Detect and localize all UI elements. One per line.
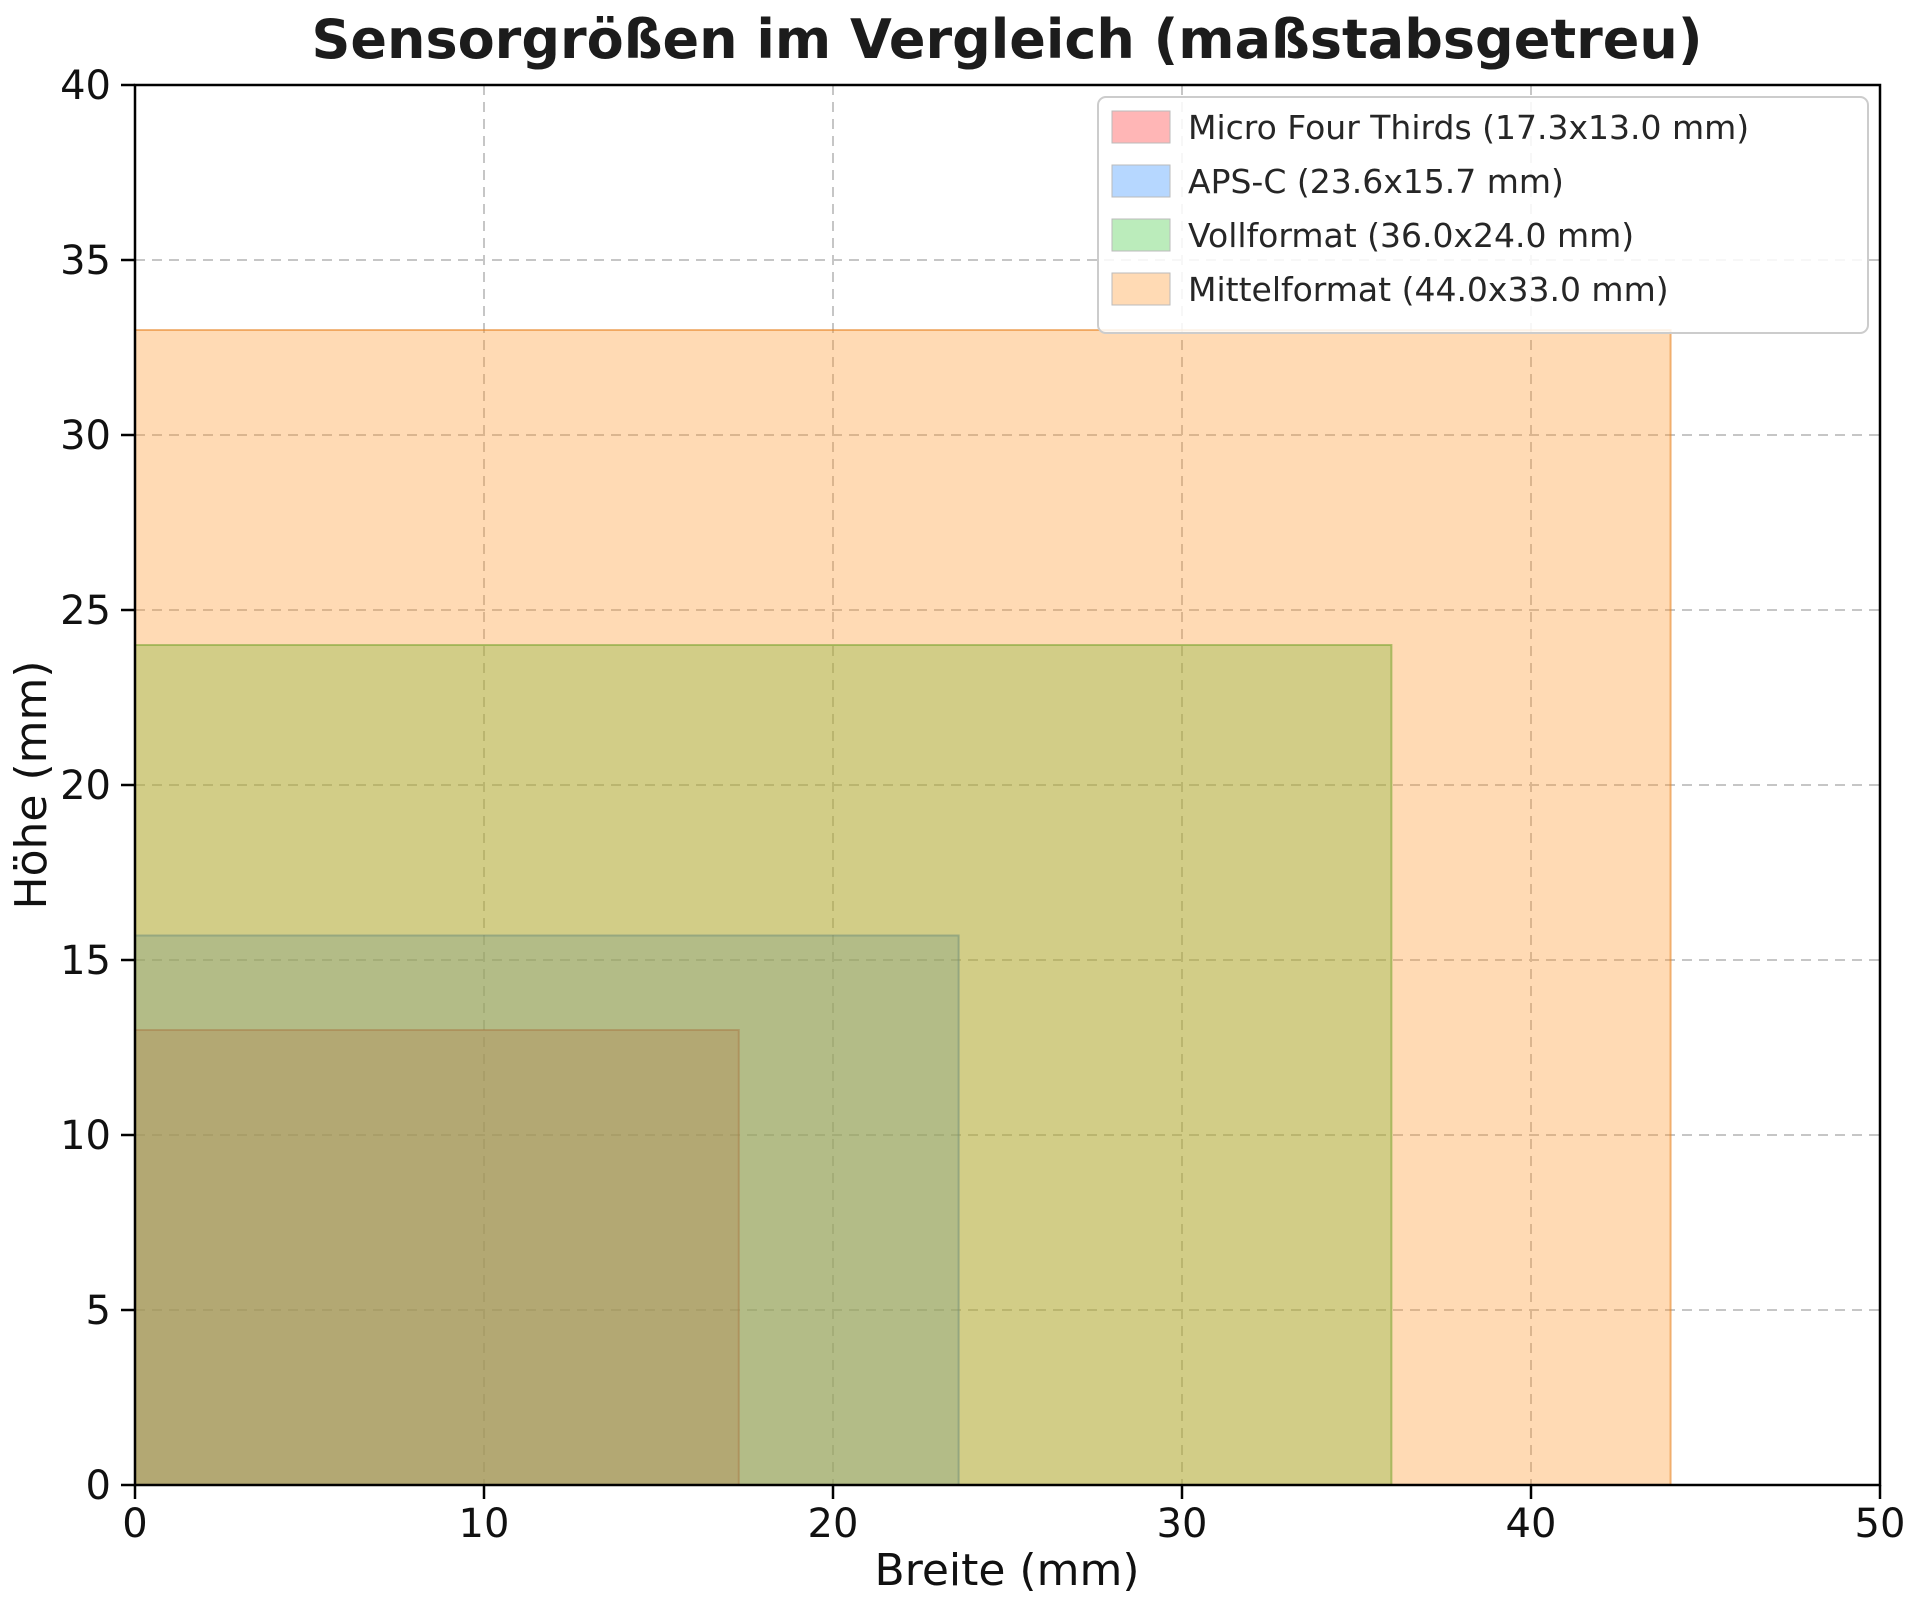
y-tick-label: 5 — [86, 1288, 111, 1334]
y-tick-label: 30 — [60, 413, 111, 459]
sensor-rect-micro-four-thirds — [134, 1029, 740, 1486]
legend-label-aps-c: APS-C (23.6x15.7 mm) — [1188, 162, 1564, 201]
legend-item: Vollformat (36.0x24.0 mm) — [1111, 216, 1634, 255]
legend-label-vollformat: Vollformat (36.0x24.0 mm) — [1188, 216, 1634, 255]
series-layer — [134, 329, 1672, 1486]
legend-label-mittelformat: Mittelformat (44.0x33.0 mm) — [1188, 270, 1669, 309]
legend-item: Micro Four Thirds (17.3x13.0 mm) — [1111, 108, 1749, 147]
y-tick-label: 10 — [60, 1113, 111, 1159]
x-tick-label: 30 — [1157, 1501, 1208, 1547]
x-tick-label: 40 — [1506, 1501, 1557, 1547]
legend-item: Mittelformat (44.0x33.0 mm) — [1111, 270, 1669, 309]
y-tick-label: 20 — [60, 763, 111, 809]
legend-item: APS-C (23.6x15.7 mm) — [1111, 162, 1564, 201]
chart-title: Sensorgrößen im Vergleich (maßstabsgetre… — [311, 8, 1702, 71]
axes-layer: 0 10 20 30 40 50 0 5 10 15 20 25 30 35 40 — [60, 63, 1905, 1547]
plot-frame — [133, 83, 1882, 1487]
sensor-rect-mittelformat — [134, 329, 1672, 1486]
y-tick-label: 0 — [86, 1463, 111, 1509]
sensor-rect-aps-c — [134, 934, 960, 1486]
y-tick-label: 15 — [60, 938, 111, 984]
y-tick-label: 40 — [60, 63, 111, 109]
legend-swatch-mittelformat — [1111, 272, 1171, 306]
x-tick-label: 50 — [1855, 1501, 1906, 1547]
x-tick-label: 20 — [808, 1501, 859, 1547]
x-tick-label: 0 — [122, 1501, 147, 1547]
legend: Micro Four Thirds (17.3x13.0 mm) APS-C (… — [1097, 96, 1869, 334]
legend-box — [1097, 96, 1869, 334]
x-axis-label: Breite (mm) — [875, 1545, 1140, 1596]
legend-swatch-micro-four-thirds — [1111, 110, 1171, 144]
legend-swatch-vollformat — [1111, 218, 1171, 252]
y-tick-label: 35 — [60, 238, 111, 284]
legend-label-micro-four-thirds: Micro Four Thirds (17.3x13.0 mm) — [1188, 108, 1749, 147]
x-tick-label: 10 — [459, 1501, 510, 1547]
legend-swatch-aps-c — [1111, 164, 1171, 198]
y-tick-label: 25 — [60, 588, 111, 634]
y-axis-label: Höhe (mm) — [6, 660, 57, 909]
